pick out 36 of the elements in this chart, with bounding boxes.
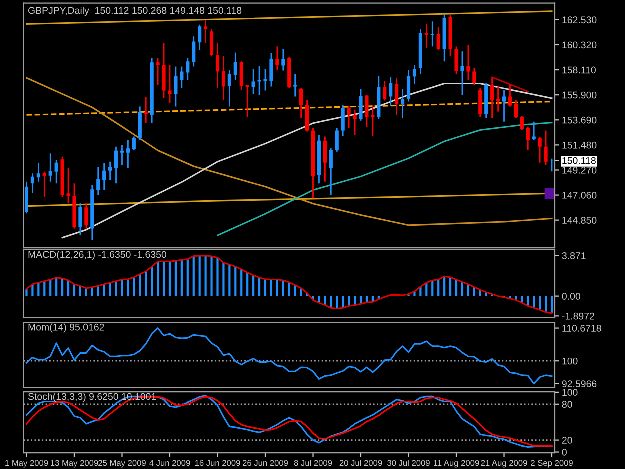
chart-title: GBPJPY,Daily 150.112 150.268 149.148 150.118 — [28, 6, 242, 16]
y-tick-label: -1.8972 — [562, 312, 594, 320]
chart-title: Stoch(13,3,3) 9.6250 10.1001 — [28, 393, 156, 402]
x-tick-label: 1 May 2009 — [6, 460, 48, 468]
y-tick-label: 144.850 — [562, 217, 597, 224]
y-tick-label: 151.480 — [562, 142, 597, 149]
y-tick-label: 110.6718 — [562, 325, 602, 332]
x-tick-label: 13 May 2009 — [51, 460, 98, 468]
y-tick-label: 20 — [562, 437, 572, 444]
y-tick-label: 100 — [562, 389, 578, 396]
x-tick-label: 26 Jun 2009 — [242, 460, 288, 466]
x-tick-label: 30 Jul 2009 — [388, 460, 430, 466]
x-tick-label: 16 Jun 2009 — [195, 460, 240, 466]
y-tick-label: 0 — [562, 449, 567, 456]
y-tick-label: 158.110 — [562, 66, 596, 74]
y-tick-label: 155.900 — [562, 92, 597, 99]
chart-title: Mom(14) 95.0162 — [28, 324, 104, 333]
x-tick-label: 25 May 2009 — [98, 460, 146, 468]
y-tick-label: 153.690 — [562, 116, 597, 124]
y-tick-label: 149.270 — [562, 166, 597, 174]
y-tick-label: 92.5966 — [562, 380, 597, 388]
x-tick-label: 21 Aug 2009 — [481, 460, 528, 468]
x-tick-label: 4 Jun 2009 — [150, 460, 190, 466]
y-tick-label: 162.530 — [562, 16, 597, 24]
x-tick-label: 8 Jul 2009 — [294, 460, 332, 466]
y-tick-label: 3.871 — [562, 252, 586, 260]
y-tick-label: 100 — [562, 358, 578, 365]
y-tick-label: 80 — [562, 401, 572, 408]
y-tick-label: 150.118 — [562, 157, 596, 164]
chart-title: MACD(12,26,1) -1.6350 -1.6350 — [28, 250, 167, 260]
y-tick-label: 147.060 — [562, 192, 597, 199]
x-tick-label: 20 Jul 2009 — [340, 460, 382, 466]
x-tick-label: 2 Sep 2009 — [531, 460, 573, 468]
x-tick-label: 11 Aug 2009 — [434, 460, 480, 468]
y-tick-label: 0.00 — [562, 293, 580, 300]
y-tick-label: 160.320 — [562, 42, 597, 49]
